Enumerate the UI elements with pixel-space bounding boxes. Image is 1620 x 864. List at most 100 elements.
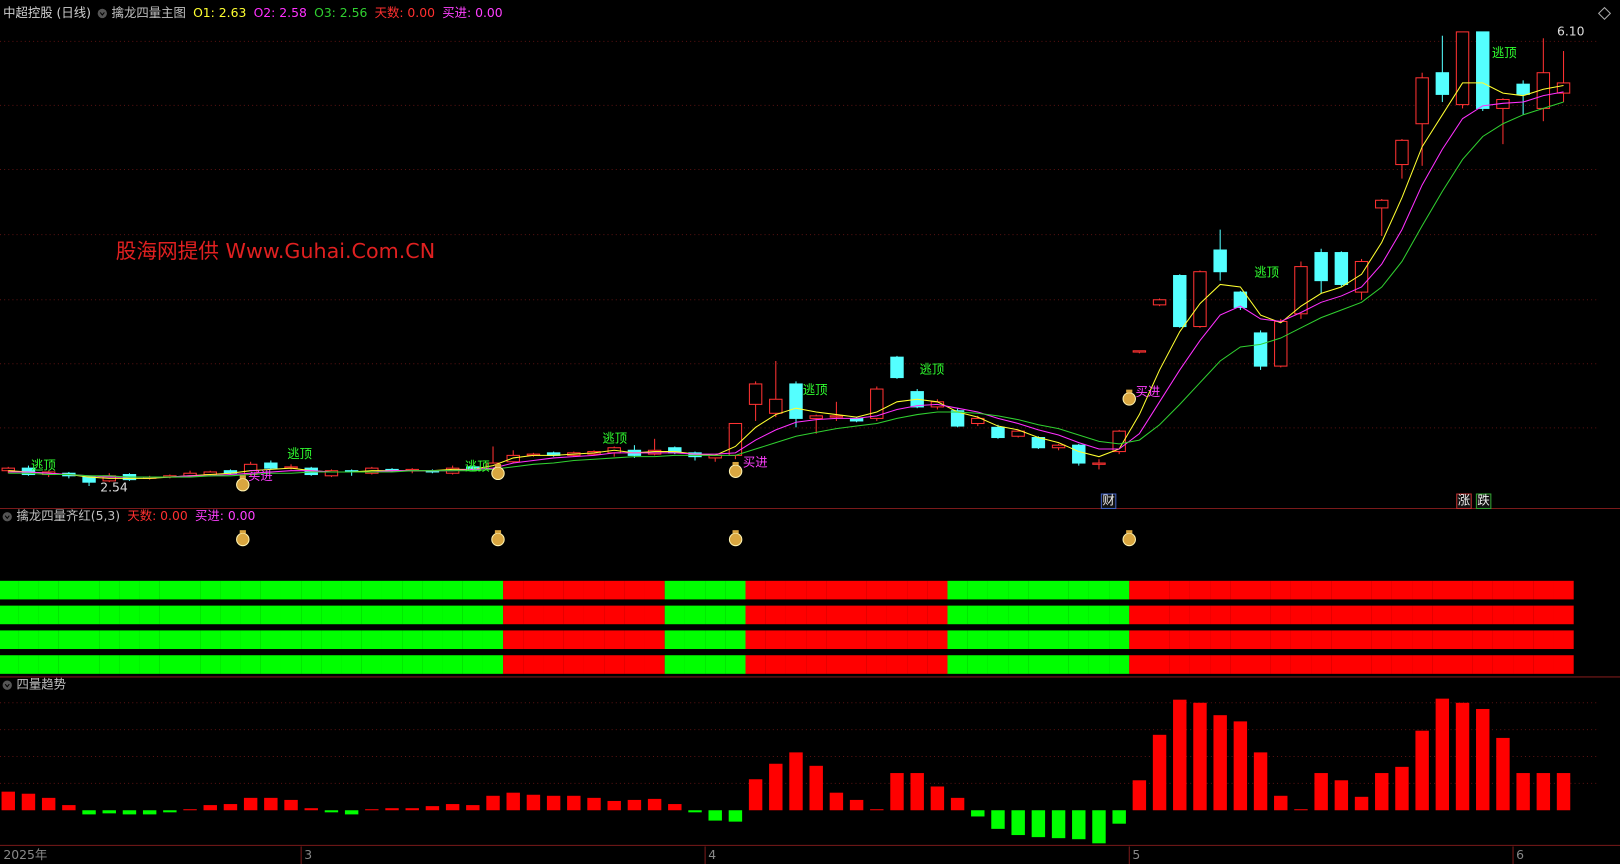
collapse-icon[interactable] xyxy=(2,512,12,522)
signal-block xyxy=(1189,655,1211,674)
signal-block xyxy=(240,605,261,625)
signal-block xyxy=(563,655,584,674)
signal-label: 逃顶 xyxy=(602,431,627,446)
signal-block xyxy=(58,630,80,650)
trend-bar xyxy=(1274,795,1288,811)
signal-block xyxy=(240,655,261,674)
trend-bar xyxy=(506,792,520,811)
signal-block xyxy=(18,605,39,625)
signal-block xyxy=(99,655,120,674)
trend-bar xyxy=(1152,734,1167,811)
trend-bar xyxy=(1193,702,1207,811)
menu-icon[interactable] xyxy=(1597,6,1612,21)
signal-block xyxy=(604,630,625,650)
signal-block xyxy=(583,605,605,625)
signal-block xyxy=(967,630,988,650)
trend-bar xyxy=(1294,809,1308,811)
trend-bar xyxy=(344,810,359,815)
signal-block xyxy=(321,605,342,625)
signal-block xyxy=(745,580,766,600)
signal-label: 逃顶 xyxy=(1492,45,1517,60)
signal-block xyxy=(1472,605,1493,625)
signal-block xyxy=(886,580,908,600)
signal-block xyxy=(1311,630,1332,650)
signal-block xyxy=(1230,605,1251,625)
indicator-title: 四量趋势 xyxy=(17,677,67,692)
candle-body xyxy=(1213,249,1227,273)
signal-label: 买进 xyxy=(743,455,768,470)
signal-block xyxy=(583,655,605,674)
trend-bar xyxy=(203,805,217,811)
signal-block xyxy=(967,655,988,674)
trend-bar xyxy=(466,805,480,811)
signal-block xyxy=(482,580,504,600)
signal-block xyxy=(1169,605,1190,625)
trend-bar xyxy=(1395,766,1409,811)
trend-bar xyxy=(769,763,783,811)
trend-bar xyxy=(567,795,581,811)
signal-block xyxy=(826,655,847,674)
signal-block xyxy=(1270,605,1291,625)
signal-block xyxy=(402,605,423,625)
signal-block xyxy=(1250,580,1271,600)
signal-block xyxy=(664,655,685,674)
money-bag-icon xyxy=(1122,532,1136,547)
header-value: 天数: 0.00 xyxy=(127,508,188,523)
signal-block xyxy=(886,605,908,625)
candle-body xyxy=(1415,77,1429,125)
signal-block xyxy=(1432,655,1453,674)
indicator-title: 擒龙四量齐红(5,3) xyxy=(17,508,121,523)
signal-block xyxy=(1189,580,1211,600)
trend-bar xyxy=(587,797,601,811)
trend-bar xyxy=(829,792,844,811)
signal-block xyxy=(1270,655,1291,674)
collapse-icon[interactable] xyxy=(2,680,12,690)
trend-bar xyxy=(728,810,743,822)
signal-block xyxy=(0,630,19,650)
signal-block xyxy=(200,605,221,625)
signal-block xyxy=(0,655,19,674)
money-bag-icon xyxy=(236,477,250,492)
signal-block xyxy=(1210,655,1231,674)
candle-body xyxy=(1455,31,1470,106)
candle-body xyxy=(1476,31,1490,109)
signal-block xyxy=(179,655,201,674)
signal-block xyxy=(745,630,766,650)
trend-bar xyxy=(445,804,460,811)
signal-block xyxy=(745,605,766,625)
trend-bar xyxy=(41,797,56,811)
signal-block xyxy=(866,580,887,600)
signal-block xyxy=(745,655,766,674)
trend-bar xyxy=(21,793,36,811)
signal-block xyxy=(785,655,807,674)
signal-block xyxy=(1048,630,1069,650)
signal-block xyxy=(159,580,181,600)
stock-name: 中超控股 (日线) xyxy=(3,5,91,20)
signal-block xyxy=(179,630,201,650)
signal-block xyxy=(1391,605,1413,625)
candle-body xyxy=(1274,320,1288,367)
signal-block xyxy=(78,580,100,600)
signal-block xyxy=(866,605,887,625)
signal-label: 买进 xyxy=(248,468,273,483)
signal-block xyxy=(907,580,928,600)
signal-block xyxy=(1290,630,1312,650)
signal-block xyxy=(1553,655,1574,674)
collapse-icon[interactable] xyxy=(97,8,107,19)
signal-block xyxy=(563,630,584,650)
signal-block xyxy=(1048,580,1069,600)
signal-block xyxy=(200,630,221,650)
signal-block xyxy=(1513,655,1534,674)
trend-bar xyxy=(1556,773,1571,811)
header-value: 天数: 0.00 xyxy=(375,5,436,20)
collapse-arrow xyxy=(4,683,10,688)
trend-bar xyxy=(930,786,945,811)
money-bag-tie xyxy=(732,461,739,466)
signal-block xyxy=(240,580,261,600)
signal-block xyxy=(280,655,302,674)
signal-block xyxy=(361,630,382,650)
signal-block xyxy=(624,655,645,674)
signal-block xyxy=(664,630,685,650)
signal-block xyxy=(644,630,665,650)
